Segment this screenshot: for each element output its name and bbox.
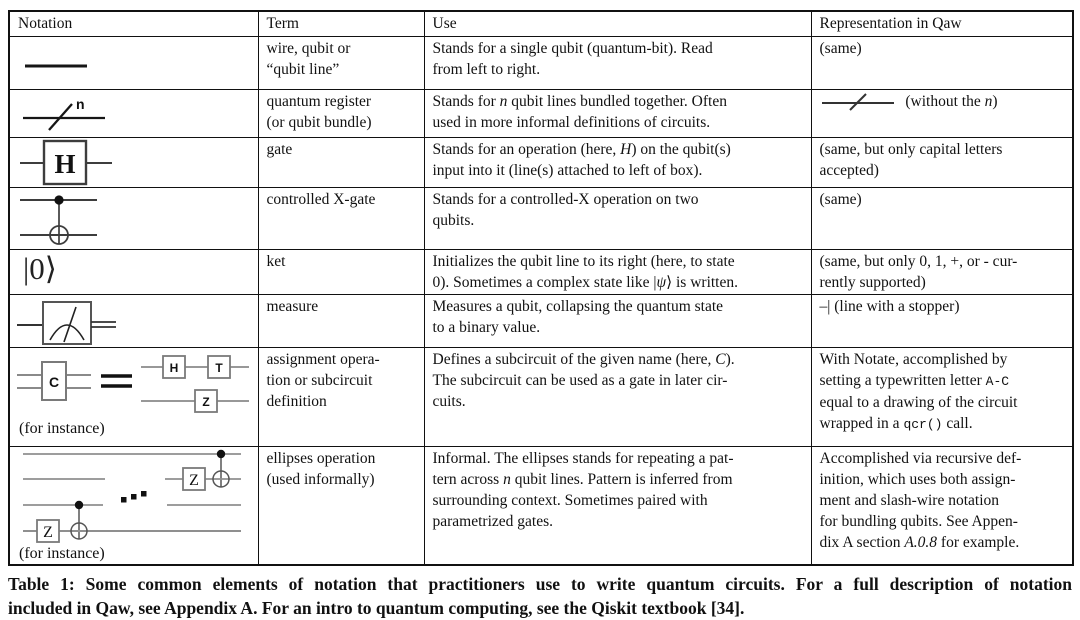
cell-representation: (without the n) (811, 90, 1073, 138)
register-slash-icon: n (15, 91, 250, 136)
cell-term: wire, qubit or “qubit line” (258, 37, 424, 90)
header-term: Term (258, 11, 424, 37)
cell-representation: With Notate, accomplished by setting a t… (811, 348, 1073, 447)
cell-use: Informal. The ellipses stands for repeat… (424, 447, 811, 566)
svg-text:H: H (54, 149, 75, 179)
cell-term: ellipses operation (used informally) (258, 447, 424, 566)
svg-text:C: C (49, 374, 59, 390)
cell-notation-register: n (9, 90, 258, 138)
cell-use: Stands for n qubit lines bundled togethe… (424, 90, 811, 138)
cell-representation: Accomplished via recursive def- inition,… (811, 447, 1073, 566)
ket-zero-label: |0⟩ (15, 251, 253, 287)
subcircuit-definition-icon: C H T Z (15, 353, 251, 419)
cell-term: ket (258, 250, 424, 295)
cell-notation-assignment: C H T Z (for instance) (9, 348, 258, 447)
cell-representation: (same) (811, 188, 1073, 250)
caption-line-2: included in Qaw, see Appendix A. For an … (8, 597, 1072, 620)
cell-representation: (same, but only capital letters accepted… (811, 138, 1073, 188)
svg-text:H: H (170, 361, 179, 375)
cell-notation-ellipses: Z Z (for instance) (9, 447, 258, 566)
measure-gauge-icon (15, 296, 250, 346)
cell-use: Defines a subcircuit of the given name (… (424, 348, 811, 447)
cell-notation-wire (9, 37, 258, 90)
table-row-controlled-x: controlled X-gate Stands for a controlle… (9, 188, 1073, 250)
hadamard-gate-icon: H (15, 139, 250, 186)
cell-term: assignment opera- tion or subcircuit def… (258, 348, 424, 447)
cell-representation: –| (line with a stopper) (811, 295, 1073, 348)
table-row-gate: H gate Stands for an operation (here, H)… (9, 138, 1073, 188)
cell-term: measure (258, 295, 424, 348)
cell-use: Initializes the qubit line to its right … (424, 250, 811, 295)
slash-wire-icon (820, 91, 900, 113)
table-row-assignment: C H T Z (for instance) assignment o (9, 348, 1073, 447)
cell-use: Measures a qubit, collapsing the quantum… (424, 295, 811, 348)
table-row-register: n quantum register (or qubit bundle) Sta… (9, 90, 1073, 138)
cell-notation-ket: |0⟩ (9, 250, 258, 295)
cell-term: quantum register (or qubit bundle) (258, 90, 424, 138)
cell-representation: (same) (811, 37, 1073, 90)
cell-representation: (same, but only 0, 1, +, or - cur- rentl… (811, 250, 1073, 295)
notation-table: Notation Term Use Representation in Qaw … (8, 10, 1074, 566)
cell-notation-gate: H (9, 138, 258, 188)
header-notation: Notation (9, 11, 258, 37)
cell-term: controlled X-gate (258, 188, 424, 250)
wire-icon (15, 38, 250, 88)
svg-text:Z: Z (43, 524, 53, 541)
for-instance-label: (for instance) (15, 419, 253, 438)
ellipses-circuit-icon: Z Z (15, 448, 250, 544)
table-row-ket: |0⟩ ket Initializes the qubit line to it… (9, 250, 1073, 295)
cell-term: gate (258, 138, 424, 188)
svg-text:Z: Z (189, 472, 199, 489)
table-row-ellipses: Z Z (for instance) (9, 447, 1073, 566)
for-instance-label: (for instance) (15, 544, 253, 563)
cell-use: Stands for an operation (here, H) on the… (424, 138, 811, 188)
table-row-wire: wire, qubit or “qubit line” Stands for a… (9, 37, 1073, 90)
cell-notation-measure (9, 295, 258, 348)
header-use: Use (424, 11, 811, 37)
controlled-x-icon (15, 189, 250, 248)
header-representation: Representation in Qaw (811, 11, 1073, 37)
cell-notation-controlled-x (9, 188, 258, 250)
cell-use: Stands for a single qubit (quantum-bit).… (424, 37, 811, 90)
rep-text: (without the n) (902, 93, 998, 110)
table-row-measure: measure Measures a qubit, collapsing the… (9, 295, 1073, 348)
svg-text:n: n (76, 96, 85, 112)
svg-text:Z: Z (202, 395, 209, 409)
cell-use: Stands for a controlled-X operation on t… (424, 188, 811, 250)
header-row: Notation Term Use Representation in Qaw (9, 11, 1073, 37)
caption-line-1: Table 1: Some common elements of notatio… (8, 573, 1072, 597)
svg-text:T: T (215, 361, 223, 375)
